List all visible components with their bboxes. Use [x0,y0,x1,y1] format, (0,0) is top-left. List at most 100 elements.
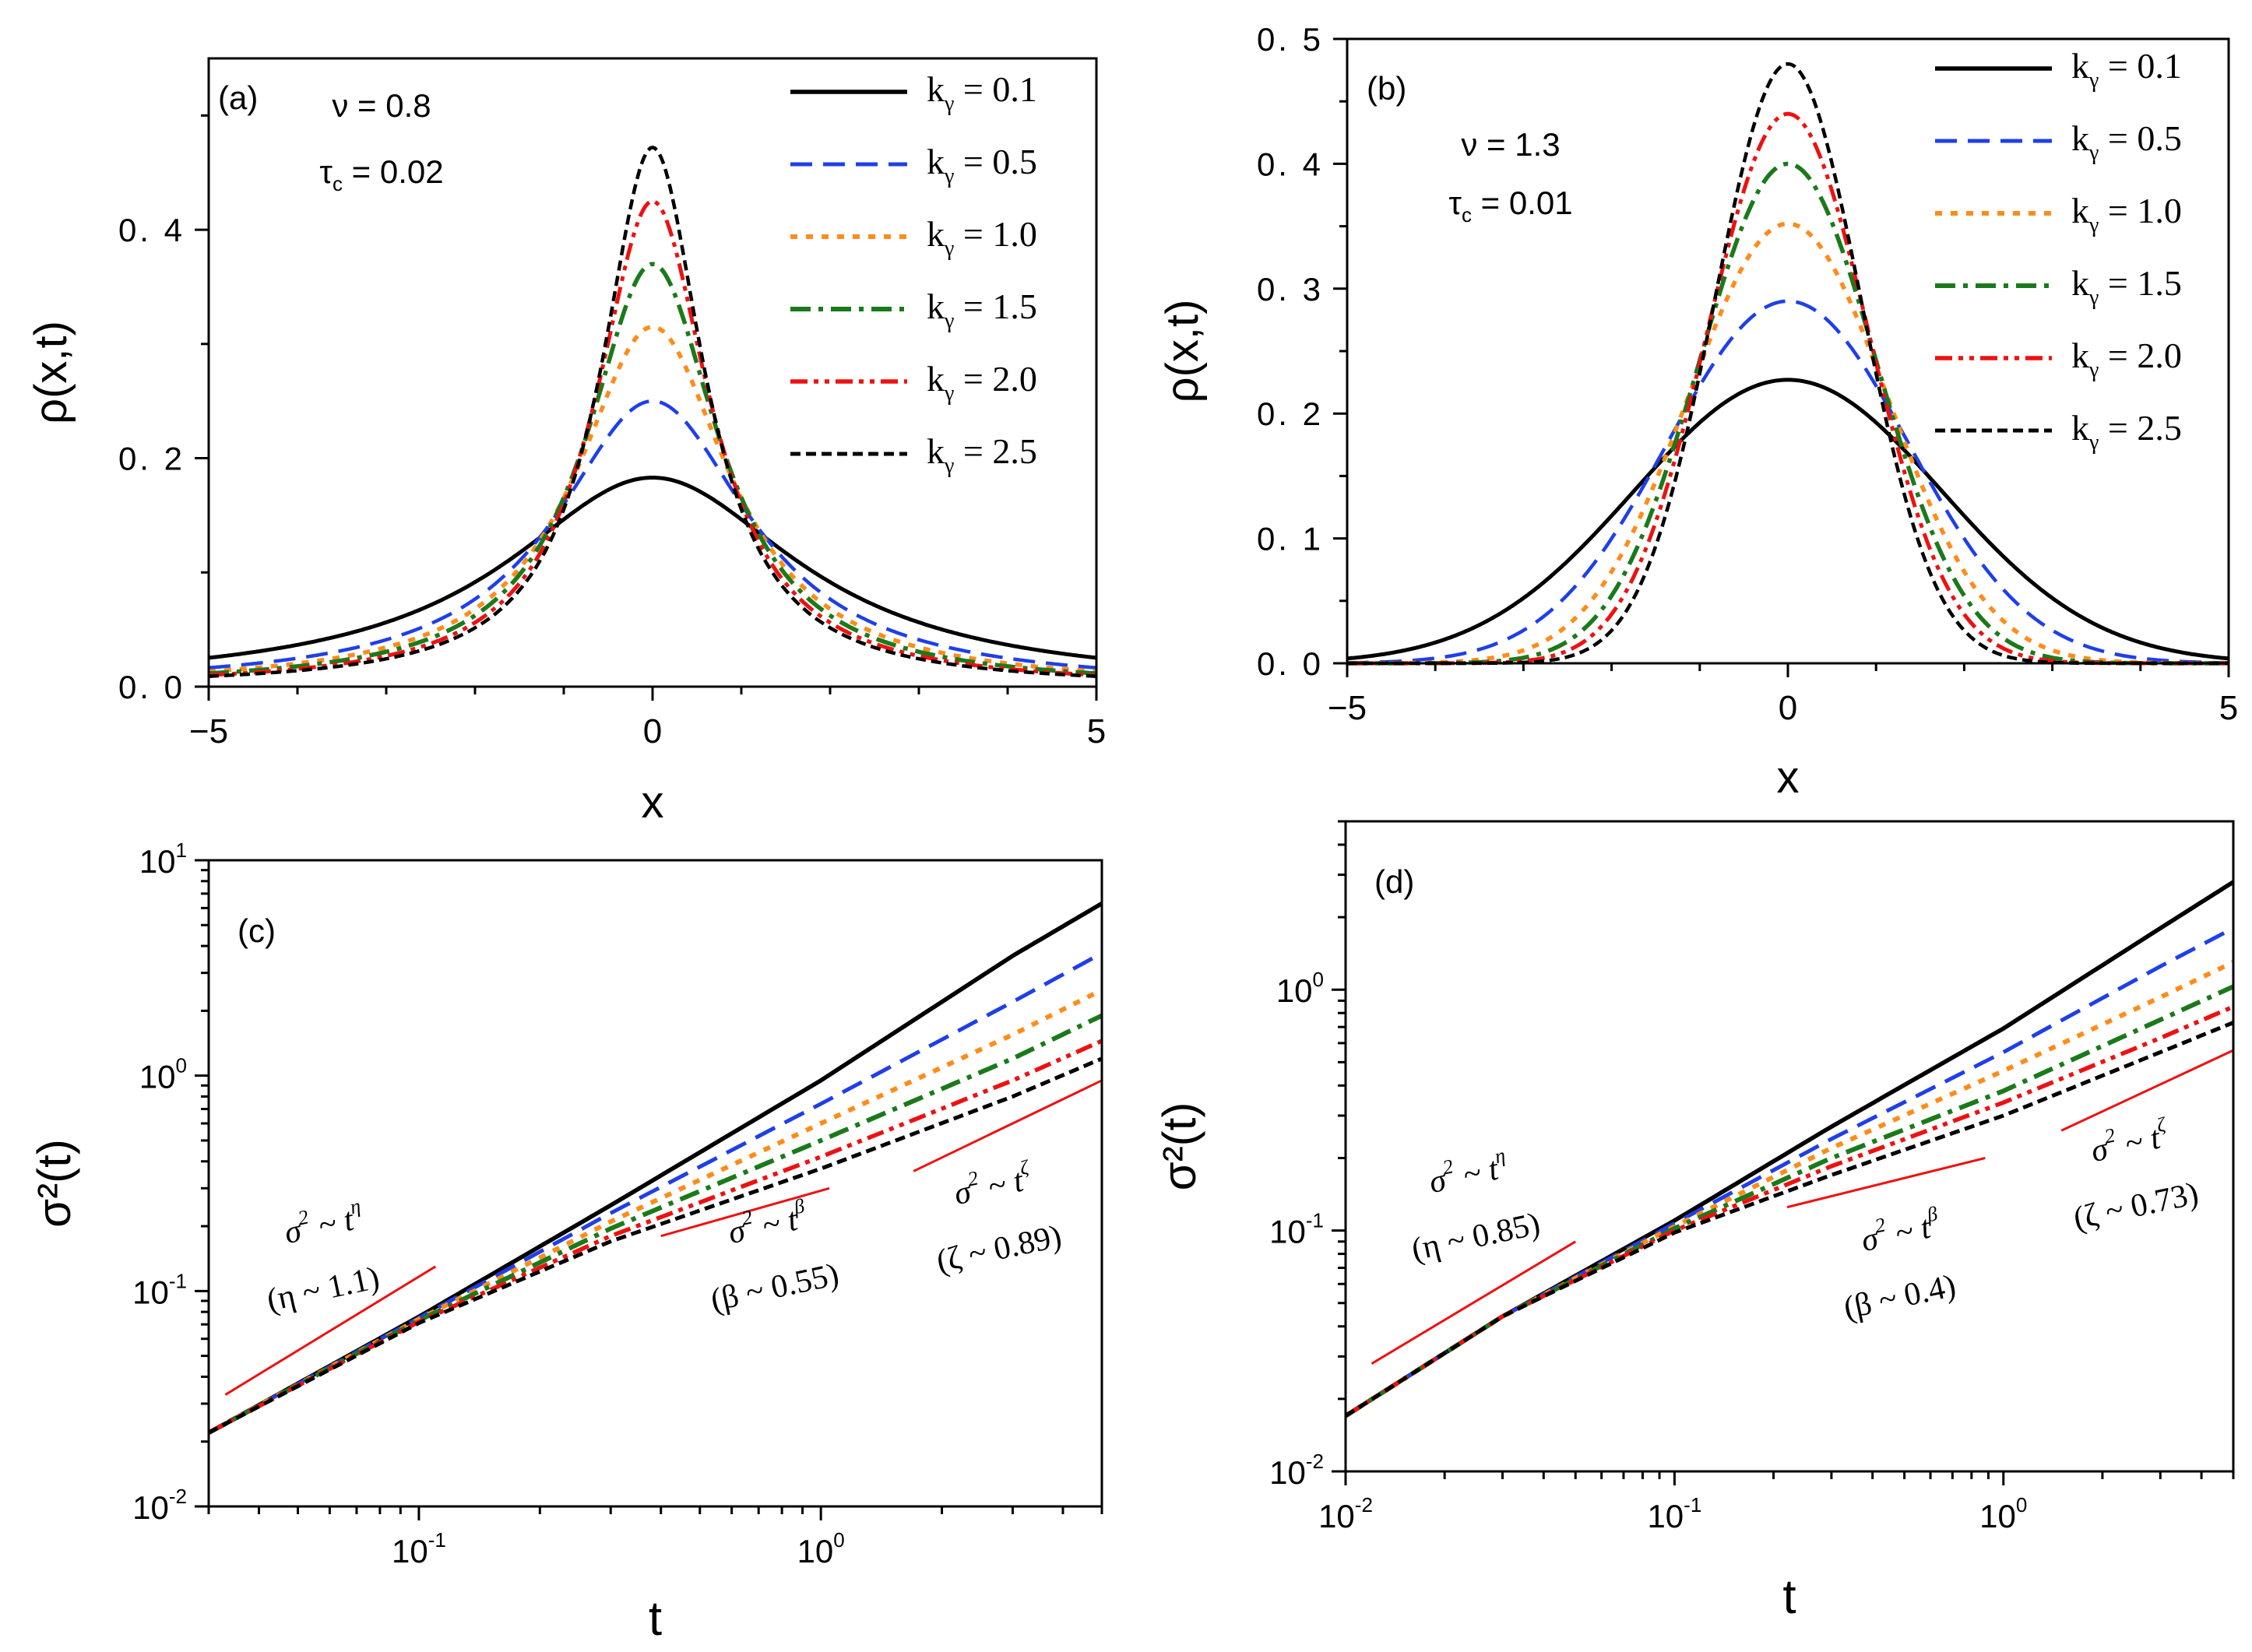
scaling-annotation: σ2 ~ tζ (ζ ~ 0.89) [934,1155,1065,1280]
y-axis-label: σ²(t) [28,1139,80,1228]
series-line [208,199,1097,677]
y-tick-label: 0. 4 [1257,146,1324,182]
annotation-law: σ2 ~ tβ [1857,1202,1944,1259]
param-tau: τc = 0.02 [319,153,443,195]
panel-d: 10-2 10-1 100 10-2 10-1 100 t σ²(t) (d) σ2 ~ tη (η… [1153,820,2235,1624]
panel-a: −5 0 5 0. 0 0. 2 0. 4 x ρ(x,t) (a) ν = 0.8 τc = 0.… [26,57,1106,828]
y-tick-label: 0. 2 [1257,395,1324,432]
legend-label: kγ = 1.0 [927,214,1037,261]
y-tick-label: 0. 2 [118,441,185,477]
x-tick-label: 5 [1087,712,1106,750]
trend-line [1786,1157,1986,1209]
panel-label: (d) [1374,863,1414,900]
panel-label: (b) [1367,70,1406,107]
x-tick-label: 0 [643,712,662,750]
x-axis-label: x [1777,752,1800,803]
annotation-exponent: (β ~ 0.55) [708,1257,843,1319]
y-axis-label: ρ(x,t) [1157,300,1208,403]
x-axis-label: t [649,1592,662,1646]
y-tick-label: 0. 0 [1257,645,1324,682]
x-tick-label: 100 [797,1528,845,1569]
x-tick-label: −5 [1328,689,1367,727]
y-tick-label: 0. 1 [1257,521,1324,557]
legend-label: kγ = 1.0 [2071,191,2182,237]
series-line [208,476,1097,660]
panel-c: 10-1 100 10-2 10-1 100 101 t σ²(t) (c) σ2 ~ tη(η … [28,838,1103,1646]
legend-label: kγ = 2.0 [927,359,1037,406]
scaling-annotation: σ2 ~ tβ (β ~ 0.55) [708,1194,843,1319]
legend-label: kγ = 1.5 [927,286,1037,333]
y-tick-label: 0. 3 [1257,271,1324,308]
x-tick-label: −5 [189,712,228,750]
legend-label: kγ = 0.5 [2071,118,2182,165]
series-line [208,262,1097,676]
annotation-exponent: (η ~ 0.85) [1409,1206,1543,1268]
series-line [1347,161,2229,666]
y-axis-label: ρ(x,t) [26,321,76,424]
series-line [1344,1004,2235,1418]
annotation-exponent: (β ~ 0.4) [1841,1268,1959,1327]
trend-line [1371,1240,1577,1365]
plot-frame [1344,820,2235,1473]
series-line [207,1013,1103,1435]
param-nu: ν = 0.8 [332,87,431,124]
series-line [1344,984,2235,1418]
legend-label: kγ = 0.1 [927,69,1037,116]
series-line [208,146,1097,678]
legend-label: kγ = 0.1 [2071,46,2182,93]
y-tick-label: 10-2 [132,1485,187,1526]
x-tick-label: 0 [1779,689,1797,727]
annotation-law: σ2 ~ tζ [2087,1112,2173,1169]
scaling-annotation: σ2 ~ tη (η ~ 0.85) [1409,1144,1543,1268]
series-line [1346,378,2229,661]
legend-label: kγ = 2.0 [2071,336,2182,382]
trend-line [660,1186,830,1238]
series-line [1344,926,2235,1418]
x-tick-label: 10-1 [1647,1493,1701,1534]
series-line [1347,299,2229,665]
series-line [208,399,1097,670]
param-nu: ν = 1.3 [1461,126,1560,163]
annotation-law: σ2 ~ tβ [724,1194,811,1251]
y-tick-label: 10-1 [1269,1209,1324,1250]
panel-b: −5 0 5 0. 0 0. 1 0. 2 0. 3 0. 4 0. 5 x ρ(x,t) (b) ν … [1157,21,2238,803]
scaling-annotation: σ2 ~ tβ (β ~ 0.4) [1841,1202,1959,1327]
y-tick-label: 100 [139,1054,187,1095]
y-tick-label: 0. 4 [118,212,185,248]
trend-line [224,1265,437,1396]
y-tick-label: 0. 5 [1257,21,1324,58]
trend-line [913,1079,1103,1172]
legend-label: kγ = 2.5 [2071,408,2182,455]
y-tick-label: 10-2 [1269,1450,1324,1491]
series-line [207,1056,1103,1435]
annotation-law: σ2 ~ tη [1425,1144,1511,1200]
x-tick-label: 5 [2219,689,2238,727]
trend-line [2060,1049,2234,1132]
scaling-annotation: σ2 ~ tη(η ~ 1.1) [264,1194,383,1319]
y-tick-label: 101 [139,838,187,880]
series-line [207,951,1103,1435]
legend-label: kγ = 0.5 [927,142,1037,188]
legend-label: kγ = 2.5 [927,431,1037,478]
x-tick-label: 10-1 [392,1528,446,1569]
x-tick-label: 10-2 [1318,1493,1373,1534]
plot-frame [207,859,1103,1508]
scaling-annotation: σ2 ~ tζ (ζ ~ 0.73) [2071,1112,2202,1237]
x-axis-label: t [1782,1570,1796,1624]
x-tick-label: 100 [1979,1493,2027,1534]
annotation-exponent: (ζ ~ 0.89) [934,1218,1065,1280]
legend-label: kγ = 1.5 [2071,263,2182,310]
x-axis-label: x [642,777,664,828]
param-tau: τc = 0.01 [1448,185,1572,227]
annotation-law: σ2 ~ tη [280,1194,367,1251]
panel-label: (a) [218,79,258,116]
annotation-law: σ2 ~ tζ [950,1155,1036,1212]
series-line [207,1039,1103,1435]
y-tick-label: 0. 0 [118,669,185,705]
y-tick-label: 10-1 [132,1269,187,1310]
panel-label: (c) [238,912,276,949]
y-tick-label: 100 [1276,968,1324,1009]
annotation-exponent: (ζ ~ 0.73) [2071,1176,2202,1237]
series-line [1347,221,2229,666]
